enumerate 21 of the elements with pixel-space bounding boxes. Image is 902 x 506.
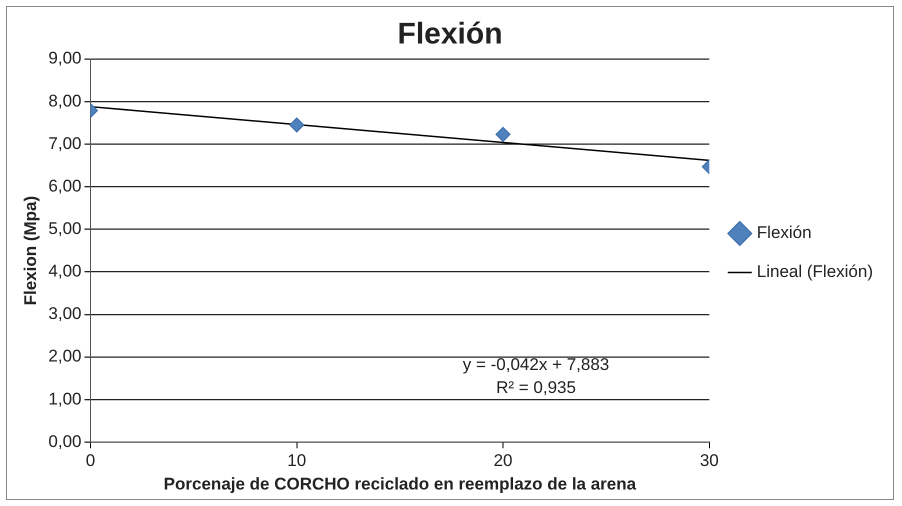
x-tick-label: 0	[86, 451, 96, 470]
annotation: R² = 0,935	[496, 378, 576, 398]
x-axis-title: Porcenaje de CORCHO reciclado en reemplazo de la arena	[164, 474, 637, 494]
y-tick-label: 2,00	[48, 346, 82, 366]
y-tick-label: 5,00	[48, 219, 82, 238]
y-tick-label: 8,00	[48, 91, 82, 110]
x-tick-label: 30	[700, 451, 719, 470]
y-tick-label: 0,00	[48, 432, 82, 451]
y-tick-label: 9,00	[48, 48, 82, 68]
x-tick-label: 20	[494, 451, 512, 470]
y-tick-label: 1,00	[48, 389, 82, 408]
legend-label: Flexión	[756, 223, 812, 242]
annotation: y = -0,042x + 7,883	[462, 355, 610, 374]
legend-label: Lineal (Flexión)	[756, 262, 874, 282]
y-tick-label: 3,00	[48, 304, 82, 324]
y-axis-title: Flexion (Mpa)	[20, 196, 40, 306]
x-tick-label: 10	[287, 451, 306, 470]
y-tick-label: 6,00	[48, 176, 82, 196]
y-tick-label: 4,00	[48, 262, 82, 281]
y-tick-label: 7,00	[48, 134, 82, 153]
chart-title: Flexión	[397, 17, 503, 50]
